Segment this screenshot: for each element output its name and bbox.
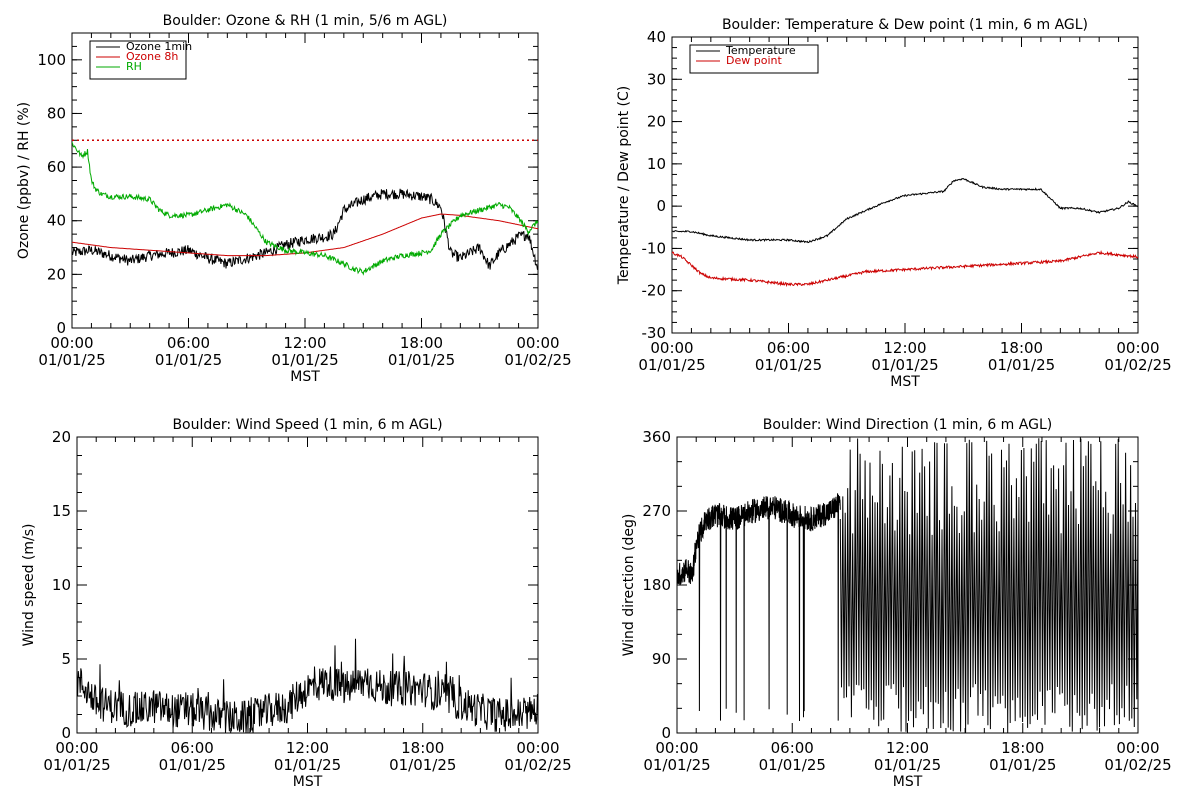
y-tick-label: -30 <box>642 324 667 342</box>
legend-label: RH <box>126 60 142 73</box>
x-tick-date: 01/01/25 <box>643 756 710 774</box>
x-tick-time: 00:00 <box>655 739 698 757</box>
y-tick-label: 0 <box>56 319 66 337</box>
x-axis-label: MST <box>293 774 323 790</box>
x-tick-time: 06:00 <box>767 339 810 357</box>
x-tick-time: 18:00 <box>1000 339 1043 357</box>
series-line-3 <box>72 141 538 276</box>
x-tick-time: 18:00 <box>1001 739 1044 757</box>
y-tick-label: 20 <box>47 265 66 283</box>
series-line-1 <box>672 177 1138 244</box>
x-tick-time: 00:00 <box>516 739 559 757</box>
chart-panel-2: Boulder: Temperature & Dew point (1 min,… <box>616 17 1172 390</box>
x-tick-time: 00:00 <box>50 334 93 352</box>
x-tick-date: 01/02/25 <box>1104 756 1171 774</box>
x-tick-date: 01/01/25 <box>388 351 455 369</box>
y-tick-label: 5 <box>61 650 71 668</box>
y-tick-label: 100 <box>37 51 66 69</box>
y-axis-label: Ozone (ppbv) / RH (%) <box>16 102 32 259</box>
x-tick-date: 01/01/25 <box>989 756 1056 774</box>
x-tick-time: 18:00 <box>400 334 443 352</box>
x-tick-time: 00:00 <box>516 334 559 352</box>
y-tick-label: 80 <box>47 104 66 122</box>
x-axis-label: MST <box>893 774 923 790</box>
legend-box <box>689 44 819 74</box>
x-tick-date: 01/01/25 <box>389 756 456 774</box>
x-tick-date: 01/01/25 <box>871 356 938 374</box>
chart-panel-4: Boulder: Wind Direction (1 min, 6 m AGL)… <box>621 417 1172 790</box>
y-tick-label: 40 <box>647 28 666 46</box>
x-axis-label: MST <box>890 374 920 390</box>
series-line-1 <box>677 493 841 722</box>
y-tick-label: 0 <box>656 197 666 215</box>
x-tick-date: 01/01/25 <box>755 356 822 374</box>
y-tick-label: 360 <box>642 428 671 446</box>
y-tick-label: 180 <box>642 576 671 594</box>
y-tick-label: -10 <box>642 239 667 257</box>
x-tick-date: 01/01/25 <box>38 351 105 369</box>
x-tick-date: 01/02/25 <box>504 756 571 774</box>
y-axis-label: Wind speed (m/s) <box>21 524 37 647</box>
series-line-2 <box>839 438 1138 733</box>
y-tick-label: 20 <box>647 113 666 131</box>
x-tick-date: 01/01/25 <box>271 351 338 369</box>
x-tick-time: 00:00 <box>1116 739 1159 757</box>
x-tick-time: 00:00 <box>650 339 693 357</box>
series-line-1 <box>77 638 538 733</box>
y-tick-label: 40 <box>47 212 66 230</box>
x-tick-date: 01/01/25 <box>638 356 705 374</box>
x-tick-time: 12:00 <box>886 739 929 757</box>
x-tick-time: 12:00 <box>883 339 926 357</box>
x-tick-date: 01/01/25 <box>988 356 1055 374</box>
x-tick-date: 01/01/25 <box>155 351 222 369</box>
y-tick-label: 0 <box>61 724 71 742</box>
y-axis-label: Wind direction (deg) <box>621 514 637 657</box>
y-tick-label: 20 <box>52 428 71 446</box>
chart-panel-1: Boulder: Ozone & RH (1 min, 5/6 m AGL) 0 2… <box>16 13 572 385</box>
chart-panel-3: Boulder: Wind Speed (1 min, 6 m AGL) 0 5 10… <box>21 417 572 790</box>
legend-label: Dew point <box>726 54 782 67</box>
y-tick-label: 270 <box>642 502 671 520</box>
x-tick-time: 18:00 <box>401 739 444 757</box>
x-tick-time: 12:00 <box>283 334 326 352</box>
legend-label: Ozone 1min <box>126 40 192 53</box>
legend-label: Temperature <box>725 44 796 57</box>
x-tick-time: 06:00 <box>771 739 814 757</box>
y-tick-label: 10 <box>52 576 71 594</box>
legend-label: Ozone 8h <box>126 50 178 63</box>
x-tick-date: 01/02/25 <box>1104 356 1171 374</box>
y-tick-label: 10 <box>647 155 666 173</box>
series-line-2 <box>72 213 538 257</box>
y-tick-label: 90 <box>652 650 671 668</box>
x-tick-date: 01/01/25 <box>159 756 226 774</box>
y-tick-label: 30 <box>647 70 666 88</box>
x-tick-time: 12:00 <box>286 739 329 757</box>
x-tick-time: 00:00 <box>55 739 98 757</box>
y-axis-label: Temperature / Dew point (C) <box>616 86 632 285</box>
y-tick-label: 15 <box>52 502 71 520</box>
x-tick-date: 01/01/25 <box>874 756 941 774</box>
series-line-2 <box>672 250 1138 288</box>
x-tick-time: 06:00 <box>171 739 214 757</box>
x-tick-date: 01/01/25 <box>759 756 826 774</box>
y-tick-label: 60 <box>47 158 66 176</box>
x-tick-date: 01/02/25 <box>504 351 571 369</box>
x-axis-label: MST <box>290 369 320 385</box>
x-tick-date: 01/01/25 <box>43 756 110 774</box>
chart-title: Boulder: Wind Direction (1 min, 6 m AGL) <box>763 417 1052 433</box>
series-line-1 <box>72 188 538 271</box>
chart-title: Boulder: Ozone & RH (1 min, 5/6 m AGL) <box>163 13 448 29</box>
y-tick-label: 0 <box>661 724 671 742</box>
chart-title: Boulder: Temperature & Dew point (1 min,… <box>722 17 1088 33</box>
y-tick-label: -20 <box>642 282 667 300</box>
chart-title: Boulder: Wind Speed (1 min, 6 m AGL) <box>172 417 442 433</box>
x-tick-date: 01/01/25 <box>274 756 341 774</box>
x-tick-time: 06:00 <box>167 334 210 352</box>
x-tick-time: 00:00 <box>1116 339 1159 357</box>
plot-frame <box>671 36 1139 334</box>
